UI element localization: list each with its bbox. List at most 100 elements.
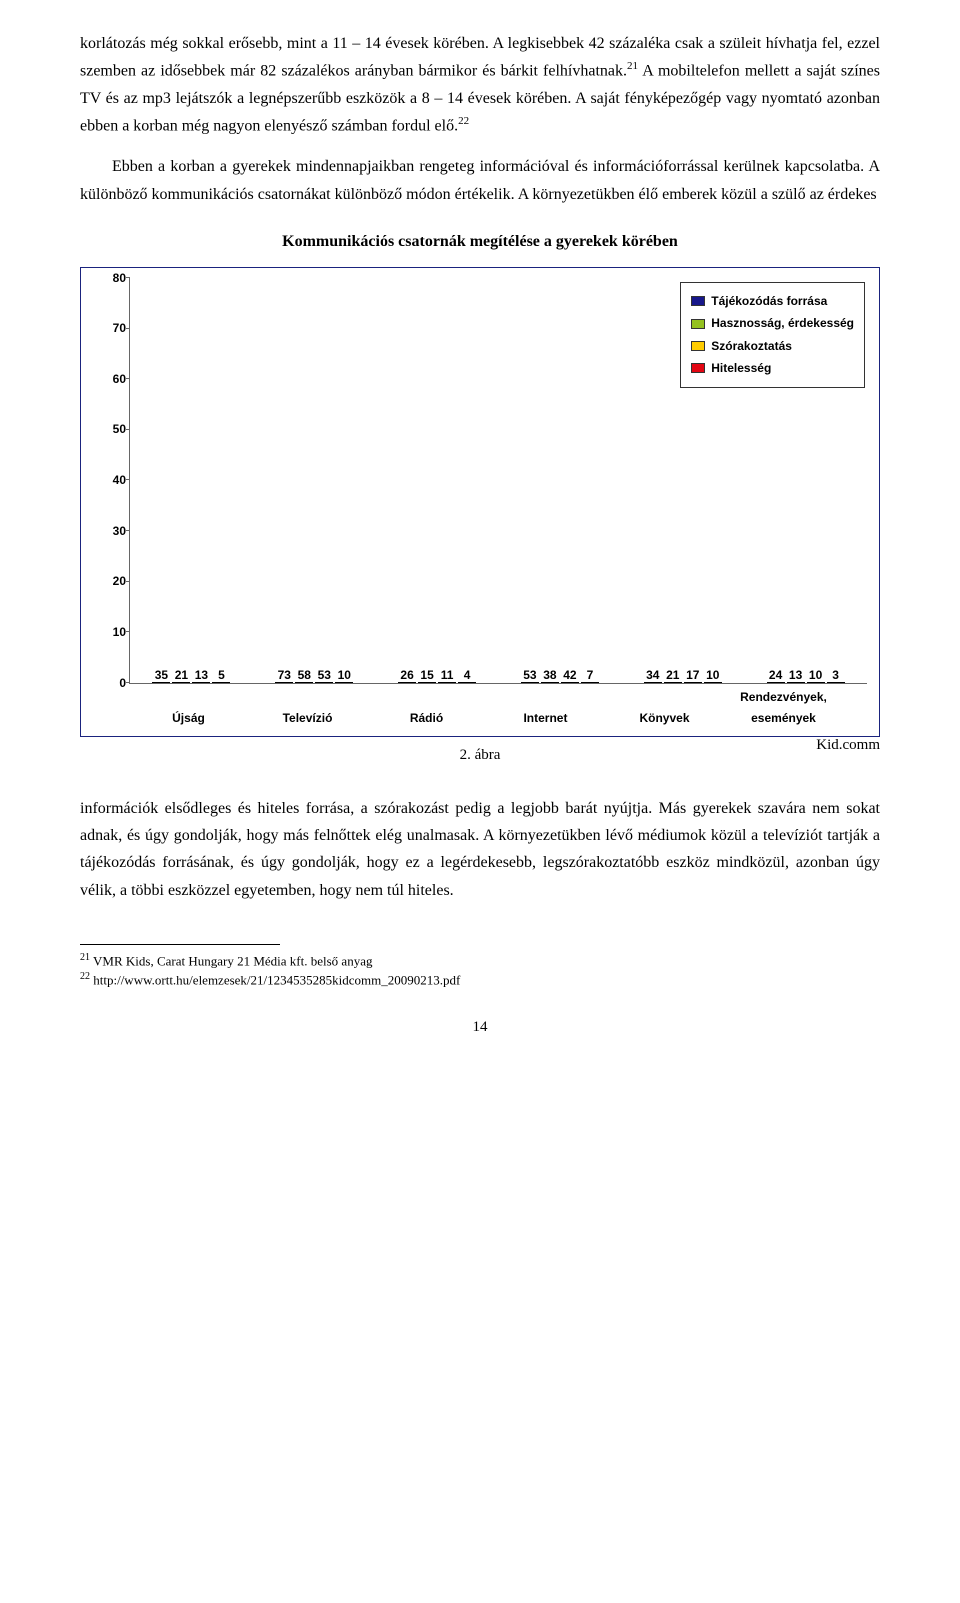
bar-value-label: 35: [155, 665, 168, 685]
y-axis-nub: [126, 479, 130, 480]
y-axis-nub: [126, 631, 130, 632]
bar-value-label: 21: [666, 665, 679, 685]
bar-value-label: 53: [523, 665, 536, 685]
bar-cluster: 5338427: [516, 682, 604, 683]
footnote-num-22: 22: [80, 971, 90, 982]
x-axis-label: Rendezvények,események: [740, 687, 827, 728]
bar: 58: [295, 682, 313, 683]
bar: 38: [541, 682, 559, 683]
bar-cluster: 2413103: [762, 682, 850, 683]
footnote-21-text: VMR Kids, Carat Hungary 21 Média kft. be…: [90, 953, 372, 968]
bar-cluster: 2615114: [393, 682, 481, 683]
bar: 17: [684, 682, 702, 683]
bar: 4: [458, 682, 476, 683]
bar-cluster: 34211710: [639, 682, 727, 683]
y-axis-tick: 50: [96, 420, 126, 440]
y-axis-tick: 40: [96, 470, 126, 490]
bar: 13: [787, 682, 805, 683]
legend-swatch: [691, 341, 705, 351]
bar: 11: [438, 682, 456, 683]
y-axis-tick: 20: [96, 572, 126, 592]
bar-value-label: 7: [587, 665, 594, 685]
footnote-22: 22 http://www.ortt.hu/elemzesek/21/12345…: [80, 970, 880, 989]
legend-item: Hitelesség: [691, 358, 854, 378]
bar: 34: [644, 682, 662, 683]
bar-value-label: 26: [400, 665, 413, 685]
legend-item: Tájékozódás forrása: [691, 291, 854, 311]
y-axis-nub: [126, 530, 130, 531]
legend-swatch: [691, 319, 705, 329]
y-axis-tick: 10: [96, 622, 126, 642]
bar: 53: [315, 682, 333, 683]
bar: 21: [172, 682, 190, 683]
footnote-22-text: http://www.ortt.hu/elemzesek/21/12345352…: [90, 972, 460, 987]
y-axis-tick: 30: [96, 521, 126, 541]
y-axis-nub: [126, 378, 130, 379]
legend-item: Hasznosság, érdekesség: [691, 313, 854, 333]
bar: 35: [152, 682, 170, 683]
bar: 10: [807, 682, 825, 683]
x-axis-label: Rádió: [410, 708, 443, 728]
figure-source: Kid.comm: [816, 733, 880, 759]
bar-cluster: 3521135: [147, 682, 235, 683]
x-axis-label: Könyvek: [639, 708, 689, 728]
y-axis-tick: 70: [96, 318, 126, 338]
bar-value-label: 53: [318, 665, 331, 685]
bar-value-label: 58: [298, 665, 311, 685]
bar-value-label: 42: [563, 665, 576, 685]
x-axis-label: Újság: [172, 708, 205, 728]
bar: 73: [275, 682, 293, 683]
bar-value-label: 3: [832, 665, 839, 685]
y-axis-tick: 80: [96, 268, 126, 288]
bar: 26: [398, 682, 416, 683]
bar-value-label: 21: [175, 665, 188, 685]
y-axis-nub: [126, 328, 130, 329]
x-axis-label: Televízió: [283, 708, 333, 728]
y-axis-tick: 0: [96, 673, 126, 693]
x-axis-label: Internet: [523, 708, 567, 728]
bar: 24: [767, 682, 785, 683]
footnote-separator: [80, 944, 280, 945]
bar-value-label: 38: [543, 665, 556, 685]
legend-swatch: [691, 296, 705, 306]
bar-value-label: 13: [195, 665, 208, 685]
page-number: 14: [80, 1015, 880, 1041]
legend-label: Hitelesség: [711, 358, 771, 378]
y-axis-nub: [126, 682, 130, 683]
bar: 53: [521, 682, 539, 683]
legend-label: Hasznosság, érdekesség: [711, 313, 854, 333]
bar-value-label: 73: [278, 665, 291, 685]
bar: 10: [335, 682, 353, 683]
footnote-ref-21: 21: [627, 60, 638, 72]
bar: 5: [212, 682, 230, 683]
bar-value-label: 17: [686, 665, 699, 685]
footnote-ref-22: 22: [458, 115, 469, 127]
legend-label: Szórakoztatás: [711, 336, 792, 356]
chart-legend: Tájékozódás forrásaHasznosság, érdekessé…: [680, 282, 865, 388]
bar: 13: [192, 682, 210, 683]
y-axis-nub: [126, 277, 130, 278]
figure-caption-row: 2. ábra Kid.comm: [80, 743, 880, 765]
legend-label: Tájékozódás forrása: [711, 291, 827, 311]
bar-value-label: 10: [809, 665, 822, 685]
bar: 7: [581, 682, 599, 683]
bar-value-label: 10: [338, 665, 351, 685]
bar: 15: [418, 682, 436, 683]
bar-value-label: 5: [218, 665, 225, 685]
bar-value-label: 13: [789, 665, 802, 685]
paragraph-1: korlátozás még sokkal erősebb, mint a 11…: [80, 30, 880, 139]
bar-value-label: 4: [464, 665, 471, 685]
bar: 42: [561, 682, 579, 683]
para2-text: Ebben a korban a gyerekek mindennapjaikb…: [80, 158, 880, 202]
legend-swatch: [691, 363, 705, 373]
chart-title: Kommunikációs csatornák megítélése a gye…: [80, 228, 880, 255]
bar-value-label: 10: [706, 665, 719, 685]
bar-value-label: 11: [441, 665, 454, 685]
bar-value-label: 24: [769, 665, 782, 685]
y-axis-tick: 60: [96, 369, 126, 389]
bar-value-label: 34: [646, 665, 659, 685]
figure-label: 2. ábra: [460, 743, 501, 769]
legend-item: Szórakoztatás: [691, 336, 854, 356]
footnote-21: 21 VMR Kids, Carat Hungary 21 Média kft.…: [80, 951, 880, 970]
y-axis-nub: [126, 429, 130, 430]
